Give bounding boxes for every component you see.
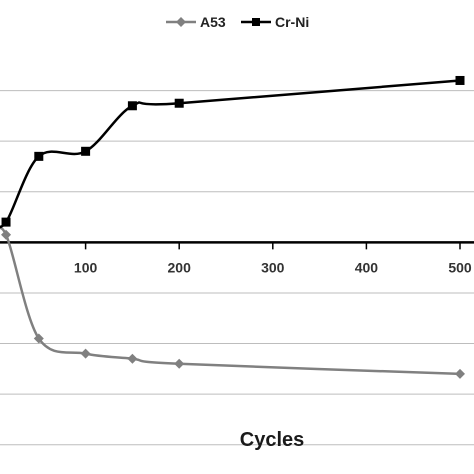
data-point-a53 [80, 348, 91, 359]
data-point-cr-ni [174, 98, 184, 108]
x-tick-label: 100 [74, 259, 98, 275]
legend-marker-a53 [176, 17, 186, 27]
data-point-a53 [33, 333, 44, 344]
series-cr-ni [0, 75, 465, 229]
x-tick-label: 300 [261, 259, 285, 275]
legend-item-a53: A53 [166, 14, 226, 30]
legend-marker-cr-ni [252, 18, 260, 26]
data-point-cr-ni [127, 101, 137, 111]
series-line-a53 [0, 226, 461, 376]
series-a53 [0, 226, 465, 379]
x-axis-title: Cycles [240, 429, 305, 451]
legend: A53 Cr-Ni [166, 14, 309, 30]
data-point-a53 [455, 368, 465, 379]
x-tick-label: 500 [448, 259, 472, 275]
data-point-a53 [174, 358, 185, 369]
data-point-cr-ni [34, 151, 44, 161]
legend-label-a53: A53 [200, 14, 226, 30]
series-line-cr-ni [0, 79, 461, 229]
data-point-cr-ni [1, 217, 11, 227]
data-point-cr-ni [81, 146, 91, 156]
legend-item-cr-ni: Cr-Ni [241, 14, 309, 30]
data-point-a53 [127, 353, 138, 364]
data-point-cr-ni [455, 75, 465, 85]
legend-label-cr-ni: Cr-Ni [275, 14, 309, 30]
x-tick-label: 200 [168, 259, 192, 275]
x-tick-label: 400 [355, 259, 379, 275]
grid-lines [0, 90, 474, 446]
x-axis [0, 241, 474, 250]
x-tick-labels: 100 200 300 400 500 [74, 259, 472, 275]
series-group [0, 75, 465, 379]
data-point-a53 [1, 229, 12, 240]
